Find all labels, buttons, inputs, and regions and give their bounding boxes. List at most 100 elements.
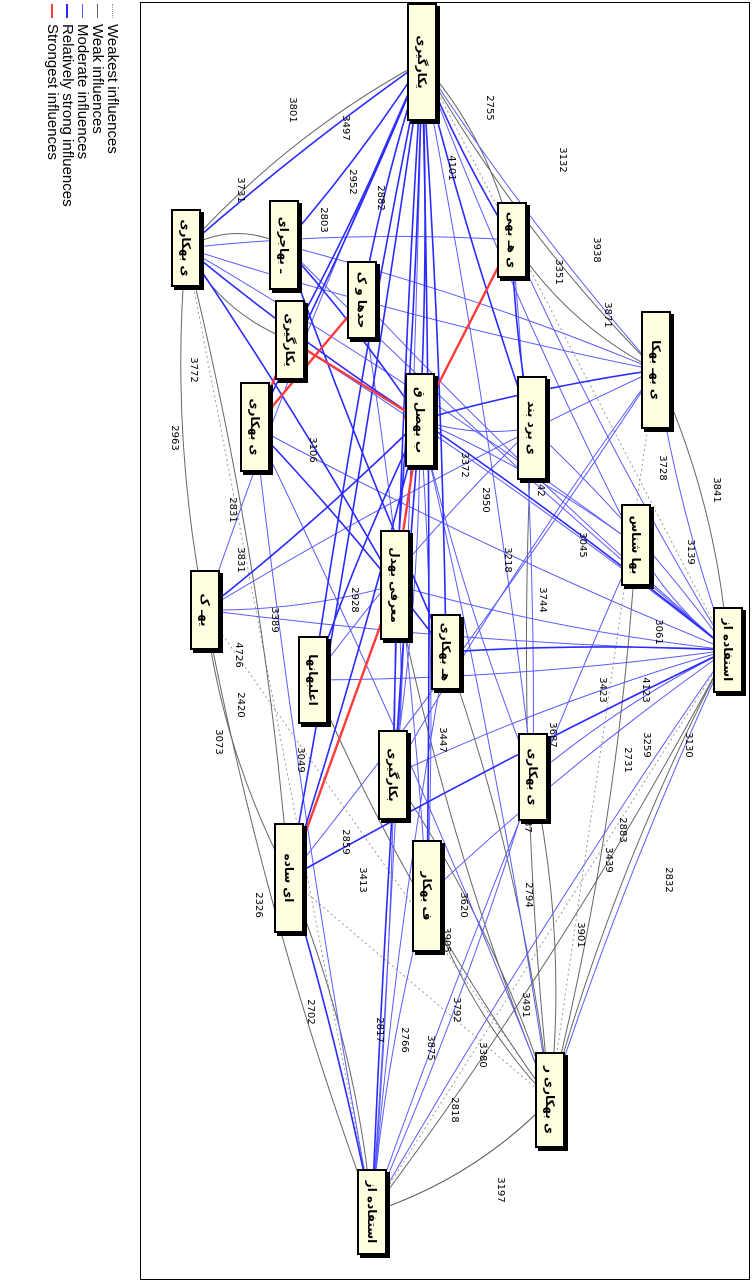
edge-moderate-n8-n20 (254, 426, 551, 1101)
edge-relatively-strong-n8-n14 (254, 426, 447, 653)
graph-node-n4[interactable]: ی هـ بهی (497, 202, 527, 278)
edge-relatively-strong-n22-n1 (289, 60, 424, 341)
edge-weight-label: 3380 (477, 1042, 488, 1067)
graph-node-n18[interactable]: ای ساده (274, 823, 304, 933)
edge-weight-label: 3061 (653, 619, 664, 644)
edge-weight-label: 3132 (557, 147, 568, 172)
edge-weight-label: 3045 (577, 532, 588, 557)
edge-moderate-n11-n6 (204, 369, 657, 611)
edge-weak-n4-n6 (511, 239, 657, 371)
node-label: ای ساده (282, 853, 296, 903)
edge-weight-label: 2963 (169, 425, 180, 450)
edge-moderate-n11-n1 (204, 61, 423, 611)
edge-weight-label: 3875 (425, 1035, 436, 1060)
edge-weak-n15-n20 (548, 649, 729, 1101)
graph-node-n13[interactable]: معرفی بهدل (380, 530, 410, 640)
edge-moderate-n17-n9 (418, 419, 534, 778)
edge-moderate-n2-n6 (185, 247, 657, 373)
node-label: ی بهکاری ر (543, 1065, 557, 1135)
edge-relatively-strong-n9-n15 (419, 419, 729, 651)
node-label: اعلبهانها (306, 654, 320, 706)
node-label: ی بهکاری (179, 219, 193, 277)
graph-node-n11[interactable]: یهـ ک (190, 570, 220, 650)
graph-node-n16[interactable]: بکارگیری (378, 730, 408, 820)
node-label: یکارگیری (283, 313, 297, 367)
edge-relatively-strong-n18-n9 (288, 418, 423, 879)
edge-weight-label: 3130 (683, 732, 694, 757)
edge-weak-n21-n20 (371, 1099, 551, 1213)
edge-weight-label: 3447 (437, 727, 448, 752)
graph-node-n5[interactable]: حدها و ک (347, 261, 377, 339)
edge-moderate-n17-n21 (371, 776, 534, 1213)
edge-moderate-n4-n17 (511, 239, 537, 778)
edge-weight-label: 3197 (495, 1177, 506, 1202)
edge-weight-label: 2831 (227, 497, 238, 522)
graph-node-n21[interactable]: استفاده از (357, 1169, 387, 1255)
edge-weight-label: 2755 (484, 95, 495, 120)
edge-moderate-n14-n21 (369, 651, 447, 1213)
edge-moderate-n18-n6 (288, 369, 657, 879)
edge-weight-label: 3049 (295, 747, 306, 772)
edge-moderate-n10-n21 (370, 544, 637, 1213)
edge-weak-n16-n20 (392, 774, 552, 1101)
edge-weight-label: 3901 (575, 922, 586, 947)
edge-weight-label: 3351 (553, 259, 564, 284)
graph-node-n22[interactable]: یکارگیری (275, 300, 305, 380)
graph-node-n6[interactable]: ی بهـ بهکا (641, 311, 671, 429)
edge-moderate-n20-n15 (549, 649, 729, 1101)
node-label: ی بهکاری (248, 398, 262, 456)
edge-weight-label: 3439 (603, 847, 614, 872)
node-label: ی بهـ بهکا (649, 340, 663, 400)
graph-node-n7[interactable]: ی برد بند (517, 376, 547, 480)
edge-weight-label: 3801 (287, 97, 298, 122)
graph-node-n12[interactable]: اعلبهانها (298, 636, 328, 724)
edge-weight-label: 4726 (233, 642, 244, 667)
edge-weight-label: 2950 (480, 487, 491, 512)
edge-moderate-n3-n15 (283, 244, 729, 651)
edge-weakest-n11-n20 (204, 609, 551, 1101)
edge-relatively-strong-n11-n9 (204, 419, 421, 611)
graph-node-n10[interactable]: بها شناس (621, 504, 651, 586)
edge-relatively-strong-n12-n1 (312, 60, 426, 681)
edge-weight-label: 3259 (641, 732, 652, 757)
edge-moderate-n17-n1 (419, 61, 534, 778)
edge-moderate-n19-n15 (426, 649, 729, 897)
edge-moderate-n13-n15 (394, 584, 729, 653)
edge-weight-label: 4101 (446, 155, 457, 180)
edge-weakest-n2-n21 (185, 247, 373, 1213)
edge-weak-n15-n21 (371, 649, 729, 1213)
graph-node-n17[interactable]: ی بهکاری (518, 733, 548, 821)
edge-moderate-n3-n6 (283, 244, 657, 371)
node-label: یکارگیری (415, 35, 429, 89)
edge-moderate-n2-n4 (185, 235, 513, 249)
edge-relatively-strong-n2-n13 (185, 247, 396, 586)
edge-weight-label: 4123 (640, 677, 651, 702)
node-label: بها شناس (629, 515, 643, 575)
edge-weight-label: 2832 (663, 867, 674, 892)
edge-weight-label: 3413 (357, 867, 368, 892)
graph-node-n3[interactable]: ـ بهاجرای (269, 200, 299, 290)
edge-weight-label: 3772 (188, 357, 199, 382)
graph-node-n20[interactable]: ی بهکاری ر (535, 1052, 565, 1148)
edge-weak-n14-n20 (445, 651, 553, 1101)
edge-weight-label: 2952 (347, 169, 358, 194)
edge-weight-label: 2859 (340, 829, 351, 854)
graph-node-n1[interactable]: یکارگیری (407, 3, 437, 121)
graph-node-n9[interactable]: ب بهصل ق (405, 373, 435, 467)
node-label: استفاده از (721, 618, 735, 682)
graph-node-n19[interactable]: ف بهکار (412, 840, 442, 952)
edge-weight-label: 3372 (459, 452, 470, 477)
edge-weight-label: 3744 (537, 587, 548, 612)
node-label: ف بهکار (420, 871, 434, 921)
edge-moderate-n22-n15 (289, 339, 729, 651)
graph-node-n2[interactable]: ی بهکاری (171, 209, 201, 287)
edge-moderate-n20-n9 (418, 419, 551, 1101)
graph-node-n8[interactable]: ی بهکاری (240, 382, 270, 472)
graph-node-n14[interactable]: هـ بهکاری (431, 614, 461, 690)
edge-weight-label: 3728 (657, 455, 668, 480)
edge-weight-label: 2883 (617, 817, 628, 842)
graph-node-n15[interactable]: استفاده از (713, 607, 743, 693)
edge-weight-label: 2818 (449, 1097, 460, 1122)
edge-relatively-strong-n14-n1 (417, 60, 447, 653)
